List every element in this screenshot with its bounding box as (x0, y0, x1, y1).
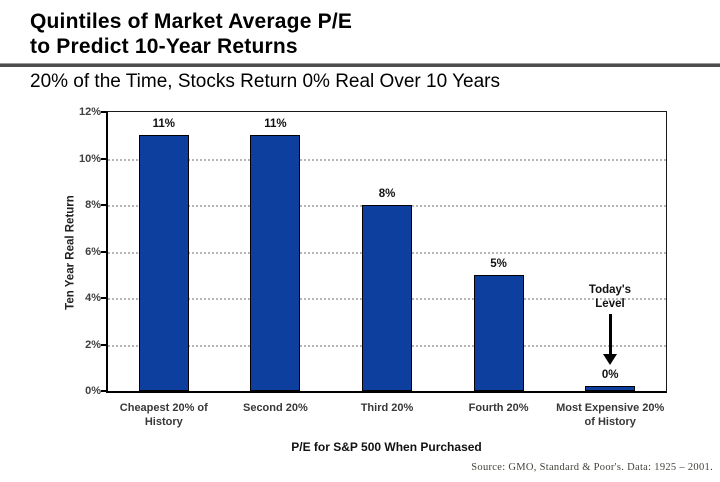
plot-area: 11% 11% 8% 5% 0% (106, 111, 667, 393)
y-tick-mark (101, 343, 106, 346)
source-note: Source: GMO, Standard & Poor's. Data: 19… (471, 462, 713, 473)
title-divider (0, 63, 720, 67)
chart-subtitle: 20% of the Time, Stocks Return 0% Real O… (30, 71, 500, 92)
bar (473, 274, 524, 391)
y-tick-label: 0% (85, 385, 101, 397)
y-tick-mark (101, 297, 106, 299)
y-tick-mark (101, 250, 106, 253)
arrow-head (603, 354, 617, 365)
y-tick-mark (101, 111, 106, 113)
bar-value-label: 11% (264, 118, 287, 131)
down-arrow-icon (554, 314, 666, 365)
bar (362, 205, 412, 391)
y-tick-label: 6% (85, 245, 101, 258)
x-category-label: Fourth 20% (468, 402, 529, 414)
y-tick-label: 4% (85, 292, 101, 304)
y-tick-label: 2% (85, 338, 101, 351)
bar (585, 386, 636, 391)
bar-value-label: 11% (152, 118, 175, 131)
bar-value-label: 8% (378, 188, 396, 200)
gridline (108, 158, 666, 161)
x-category-label: Most Expensive 20% of History (556, 402, 665, 428)
x-axis-title: P/E for S&P 500 When Purchased (291, 440, 482, 454)
title-line-1: Quintiles of Market Average P/E (30, 10, 353, 33)
annotation-line-1: Today's (588, 284, 632, 296)
bar (138, 135, 189, 391)
todays-level-annotation: Today's Level (554, 283, 666, 365)
x-category-label: Second 20% (242, 402, 308, 414)
y-tick-label: 8% (85, 199, 101, 211)
x-category-label: Third 20% (360, 402, 414, 414)
y-tick-label: 10% (78, 152, 101, 165)
y-tick-mark (101, 390, 106, 392)
y-tick-mark (101, 204, 106, 206)
title-line-2: to Predict 10-Year Returns (30, 35, 298, 58)
bar (250, 135, 301, 391)
page-title: Quintiles of Market Average P/E to Predi… (30, 9, 352, 59)
x-category-label: Cheapest 20% of History (119, 402, 208, 428)
annotation-text: Today's Level (554, 283, 666, 311)
arrow-shaft (608, 314, 612, 354)
bar-value-label: 0% (601, 369, 619, 382)
bar-value-label: 5% (490, 257, 507, 270)
annotation-line-2: Level (595, 298, 625, 310)
y-tick-mark (101, 157, 106, 160)
y-tick-label: 12% (78, 106, 101, 118)
